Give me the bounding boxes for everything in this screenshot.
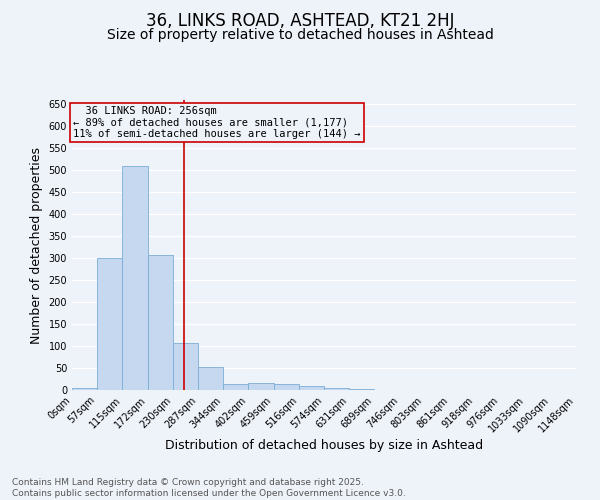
Text: Contains HM Land Registry data © Crown copyright and database right 2025.
Contai: Contains HM Land Registry data © Crown c… bbox=[12, 478, 406, 498]
Bar bbox=[299, 386, 323, 390]
Bar bbox=[248, 384, 274, 390]
X-axis label: Distribution of detached houses by size in Ashtead: Distribution of detached houses by size … bbox=[165, 440, 483, 452]
Bar bbox=[324, 388, 349, 390]
Y-axis label: Number of detached properties: Number of detached properties bbox=[30, 146, 43, 344]
Bar bbox=[72, 388, 97, 390]
Bar bbox=[173, 342, 198, 390]
Bar bbox=[198, 366, 223, 390]
Bar bbox=[349, 388, 374, 390]
Bar bbox=[122, 166, 148, 390]
Text: 36 LINKS ROAD: 256sqm
← 89% of detached houses are smaller (1,177)
11% of semi-d: 36 LINKS ROAD: 256sqm ← 89% of detached … bbox=[73, 106, 361, 139]
Text: Size of property relative to detached houses in Ashtead: Size of property relative to detached ho… bbox=[107, 28, 493, 42]
Text: 36, LINKS ROAD, ASHTEAD, KT21 2HJ: 36, LINKS ROAD, ASHTEAD, KT21 2HJ bbox=[146, 12, 454, 30]
Bar bbox=[148, 254, 173, 390]
Bar bbox=[97, 258, 122, 390]
Bar bbox=[274, 384, 299, 390]
Bar bbox=[223, 384, 248, 390]
